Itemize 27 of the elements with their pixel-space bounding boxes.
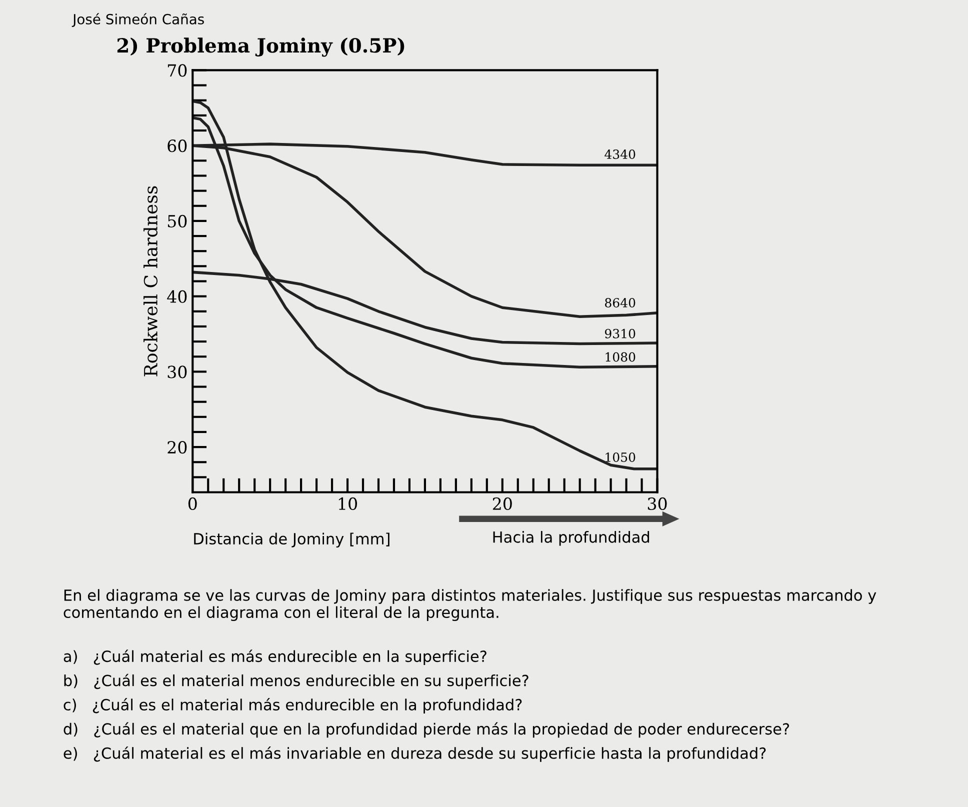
text: d) ¿Cuál es el material que en la profundidad pierde más la propiedad de poder endurecerse? bbox=[64, 722, 790, 738]
series-label: 8640 bbox=[605, 298, 636, 308]
x-axis-title: Distancia de Jominy [mm] bbox=[194, 532, 390, 548]
text: Hacia la profundidad bbox=[493, 531, 650, 546]
text: b) ¿Cuál es el material menos endurecible en su superficie? bbox=[64, 674, 528, 690]
y-axis-title: Rockwell C hardness bbox=[144, 186, 158, 376]
text: a) ¿Cuál material es más endurecible en la superficie? bbox=[64, 650, 486, 666]
text: c) ¿Cuál es el material más endurecible en la profundidad? bbox=[64, 698, 522, 714]
series-label: 1080 bbox=[606, 352, 636, 362]
x-tick-label: 20 bbox=[492, 497, 512, 510]
series-label: 9310 bbox=[604, 328, 636, 338]
x-tick-label: 0 bbox=[188, 497, 197, 510]
series-label: 1050 bbox=[606, 452, 636, 462]
y-tick-label: 60 bbox=[168, 140, 187, 152]
y-tick-label: 30 bbox=[168, 366, 187, 378]
x-tick-label: 10 bbox=[338, 497, 358, 510]
y-tick-label: 20 bbox=[168, 441, 187, 454]
y-tick-label: 70 bbox=[168, 64, 187, 77]
y-tick-label: 50 bbox=[168, 214, 187, 228]
series-label: 4340 bbox=[604, 150, 636, 159]
x-tick-label: 30 bbox=[648, 497, 667, 510]
chart-title: 2) Problema Jominy (0.5P) bbox=[117, 38, 404, 57]
text: e) ¿Cuál material es el más invariable en dureza desde su superficie hasta la profundidad? bbox=[64, 746, 766, 762]
text: En el diagrama se ve las curvas de Jominy para distintos materiales. Justifique sus respuestas marcando y comentando en el diagrama con el literal de la pregunta. bbox=[64, 589, 876, 622]
y-tick-label: 40 bbox=[167, 290, 187, 303]
text: José Simeón Cañas bbox=[72, 13, 204, 28]
line-series bbox=[192, 100, 658, 470]
